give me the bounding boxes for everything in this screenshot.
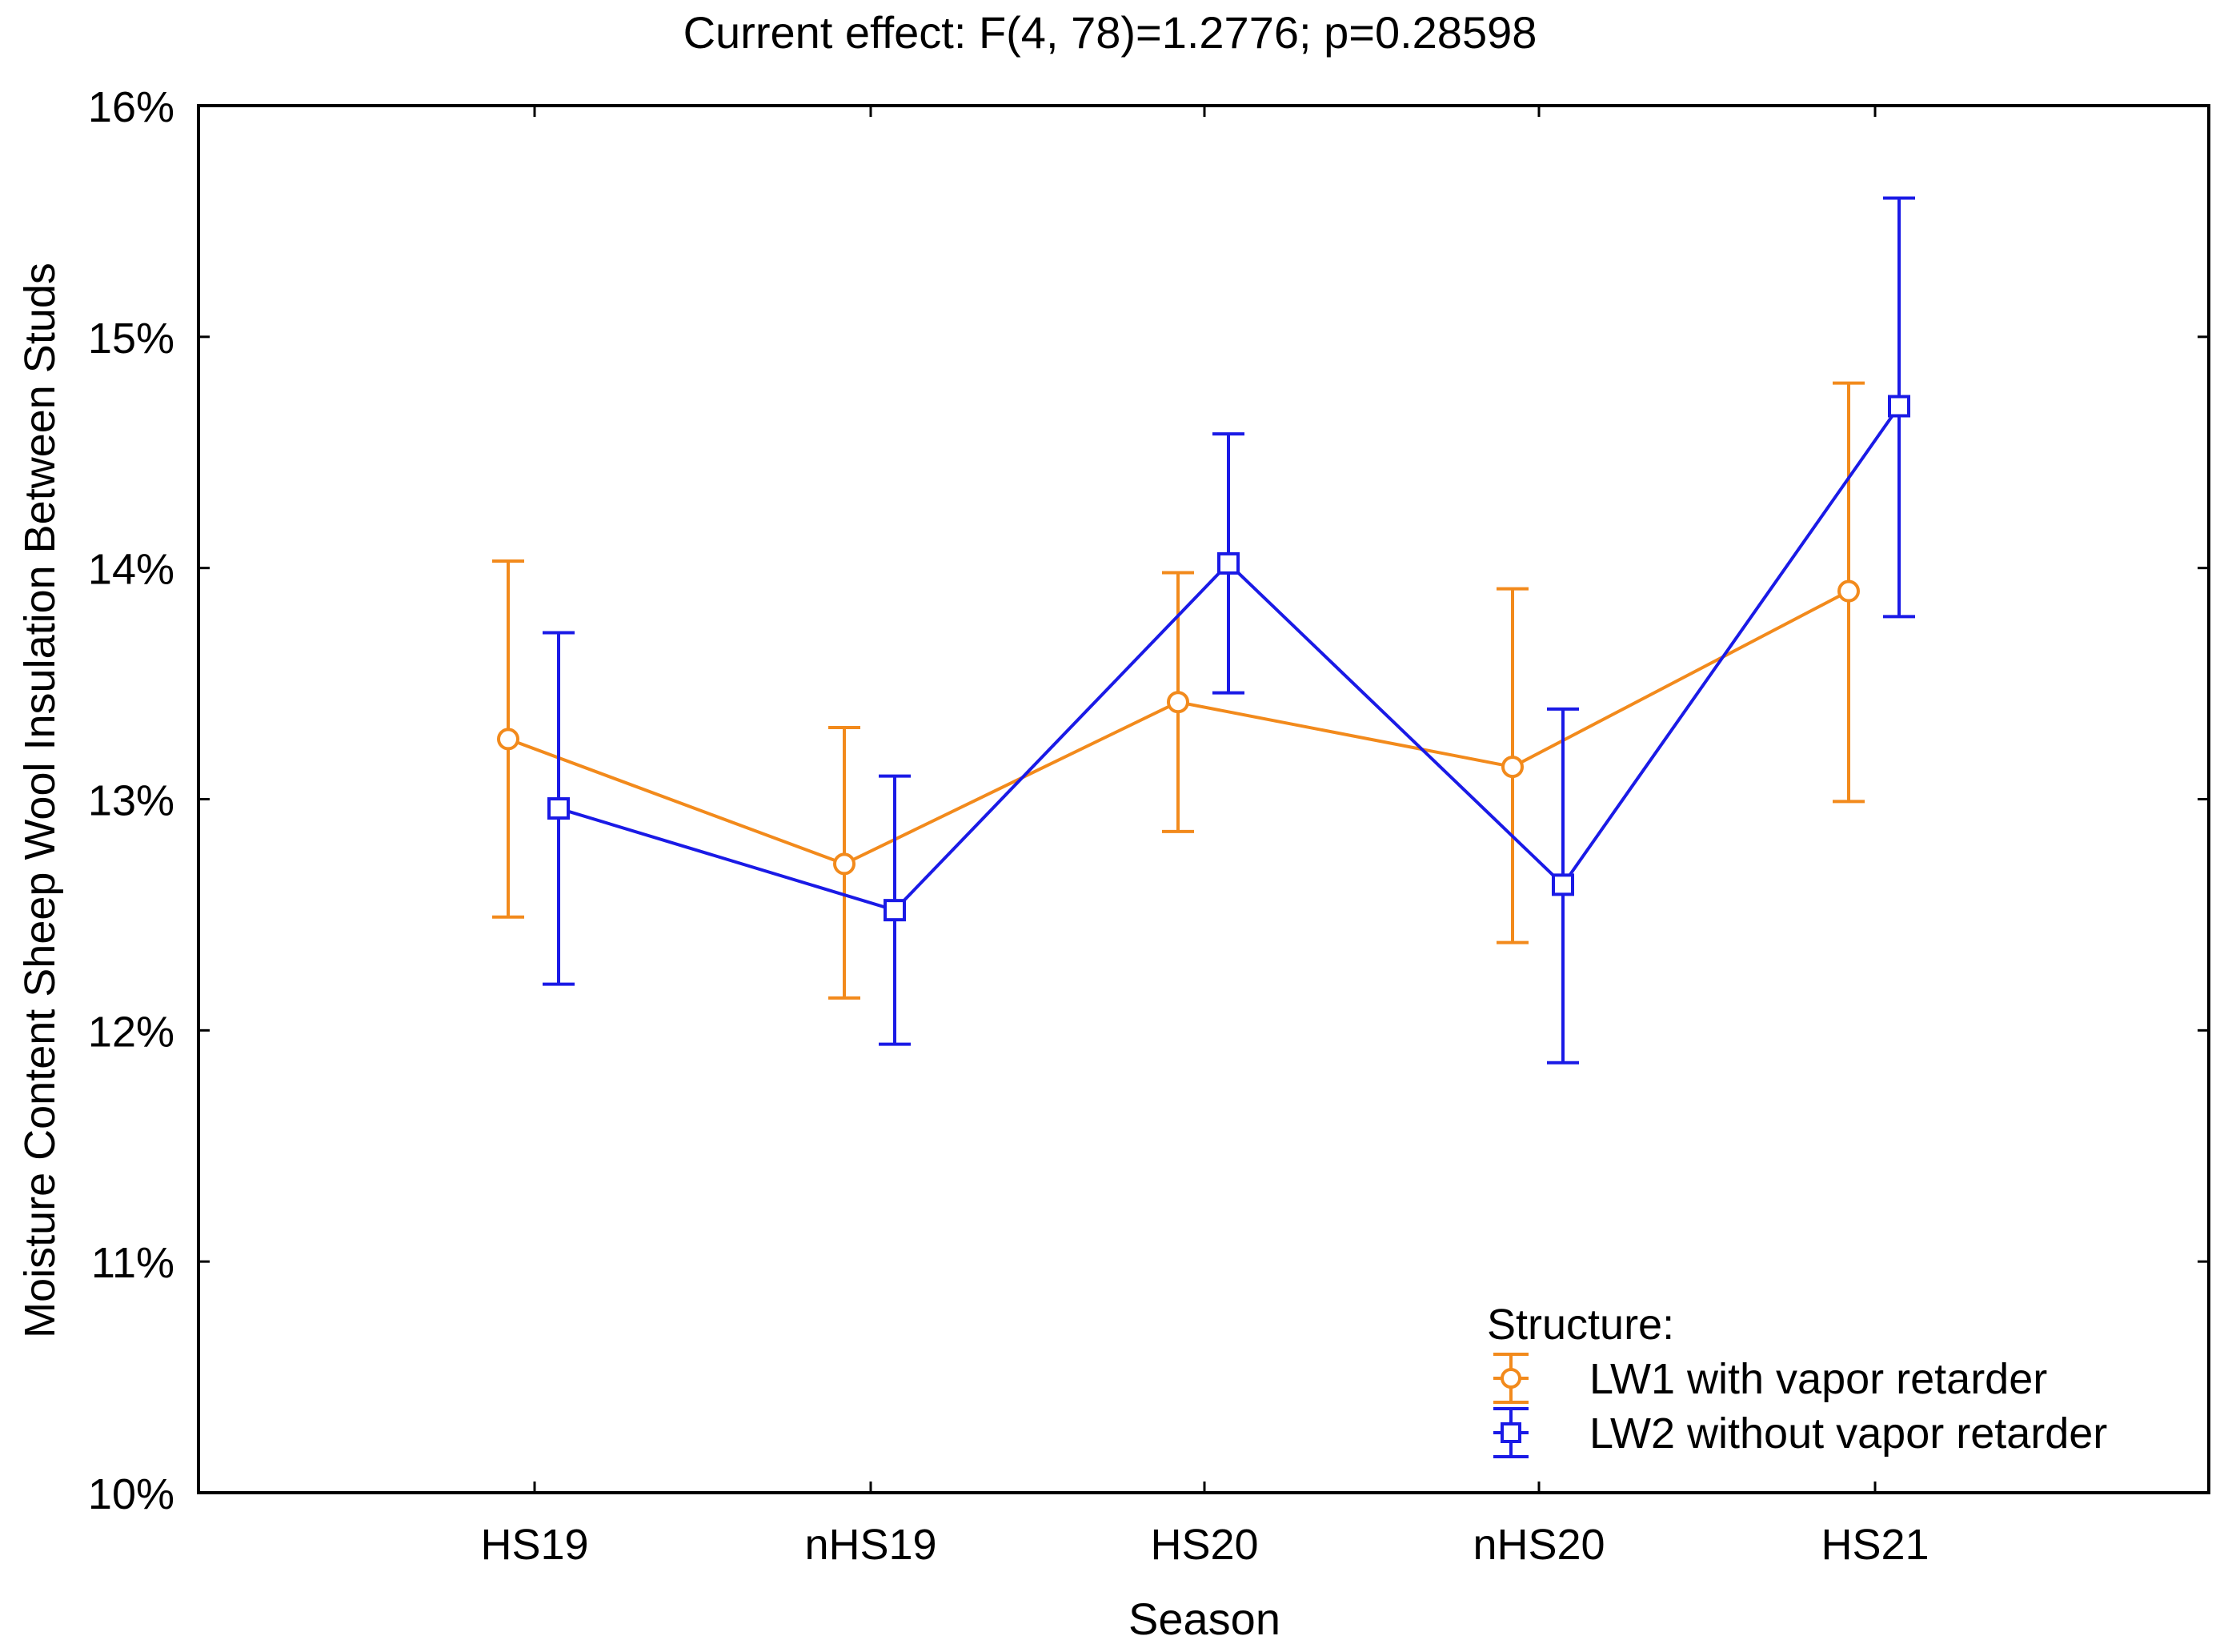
data-point [547,797,570,820]
x-tick-label: HS19 [480,1521,588,1569]
legend-marker [1501,1422,1521,1443]
y-tick-label: 12% [88,1008,174,1056]
data-point [833,852,856,876]
x-tick-label: HS21 [1821,1521,1929,1569]
legend-item-2: LW2 without vapor retarder [1493,1407,2107,1458]
legend-label: LW2 without vapor retarder [1589,1409,2107,1458]
legend: Structure: LW1 with vapor retarder LW2 wi… [1487,1301,2107,1458]
data-point [1888,395,1910,418]
legend-item-1: LW1 with vapor retarder [1493,1353,2047,1404]
x-tick-label: nHS20 [1473,1521,1605,1569]
x-tick-label: HS20 [1150,1521,1258,1569]
data-point [497,728,519,751]
y-tick-label: 13% [88,777,174,825]
legend-title: Structure: [1487,1301,1674,1349]
series-1 [492,381,1865,1000]
data-point [1552,873,1574,896]
plot-frame [197,104,2210,1494]
x-axis-label: Season [1128,1594,1280,1644]
y-tick-label: 15% [88,315,174,363]
y-tick-label: 10% [88,1470,174,1518]
y-tick-label: 14% [88,546,174,594]
series-2 [543,196,1915,1065]
legend-marker [1501,1368,1521,1389]
x-tick-label: nHS19 [804,1521,936,1569]
y-tick-label: 16% [88,83,174,131]
data-point [1837,579,1860,603]
legend-label: LW1 with vapor retarder [1589,1355,2047,1403]
chart-title: Current effect: F(4, 78)=1.2776; p=0.285… [683,7,1537,58]
data-point [1167,691,1189,714]
data-point [884,899,906,922]
data-point [1217,551,1240,575]
data-point [1501,756,1524,779]
y-tick-label: 11% [91,1239,174,1287]
